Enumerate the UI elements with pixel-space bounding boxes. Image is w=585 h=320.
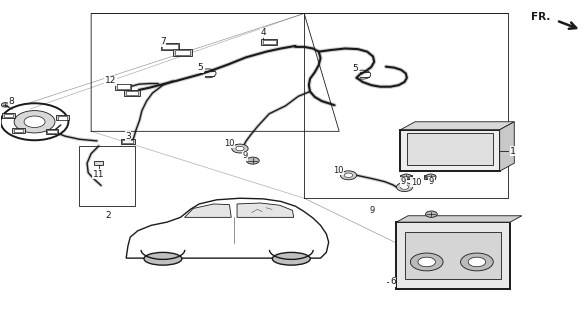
Bar [175,50,190,55]
Text: 5: 5 [352,64,358,73]
Polygon shape [184,204,231,217]
Bar [13,129,23,132]
Bar [126,91,139,95]
Circle shape [1,103,9,107]
Bar [408,133,493,165]
Bar [12,128,25,133]
Bar [80,146,135,206]
Text: 12: 12 [105,76,116,85]
Bar [47,130,57,133]
Text: 1: 1 [510,147,516,156]
Text: 4: 4 [260,28,266,37]
Polygon shape [401,122,514,130]
Text: 9: 9 [429,177,434,186]
Bar [401,175,412,179]
Text: 6: 6 [390,277,396,286]
Circle shape [14,111,55,133]
Bar [397,222,510,289]
Circle shape [1,103,68,140]
Text: 11: 11 [93,170,105,179]
Polygon shape [397,216,522,222]
Polygon shape [500,122,514,171]
Text: 2: 2 [106,211,112,220]
Text: 10: 10 [333,166,343,175]
Bar [161,44,179,50]
Bar [261,39,277,45]
Circle shape [460,253,493,271]
Circle shape [397,183,413,192]
Bar [173,49,192,56]
Bar [2,113,15,118]
Circle shape [236,146,244,151]
Circle shape [418,257,435,267]
Circle shape [345,173,353,178]
Bar [117,84,130,89]
Text: 9: 9 [401,177,406,186]
Bar [122,140,133,143]
Bar [402,176,411,178]
Polygon shape [126,198,329,258]
Text: 9: 9 [369,206,374,215]
Text: 9: 9 [242,151,247,160]
Ellipse shape [144,252,182,265]
Bar [424,175,435,179]
Bar [4,114,13,117]
Circle shape [425,211,437,217]
Text: 10: 10 [411,178,421,187]
Circle shape [401,185,409,189]
Text: FR.: FR. [531,12,550,22]
Polygon shape [237,203,294,217]
Text: 7: 7 [160,37,166,46]
Bar [425,176,433,178]
Text: 10: 10 [224,139,235,148]
Bar [56,116,69,121]
Bar [115,84,132,90]
Circle shape [425,174,436,180]
Bar [94,161,104,165]
Bar [401,130,500,171]
Circle shape [232,144,248,153]
Bar [124,90,140,96]
Bar [263,40,276,44]
Bar [121,139,135,144]
Bar [46,129,59,134]
Circle shape [340,171,357,180]
Circle shape [24,116,45,127]
Bar [163,44,177,50]
Text: 5: 5 [197,63,203,72]
Bar [405,232,501,279]
Circle shape [246,157,259,164]
Text: 8: 8 [8,97,14,106]
Ellipse shape [273,252,310,265]
Circle shape [401,174,412,180]
Circle shape [411,253,443,271]
Text: 3: 3 [125,132,131,140]
Circle shape [468,257,486,267]
Bar [58,116,67,120]
